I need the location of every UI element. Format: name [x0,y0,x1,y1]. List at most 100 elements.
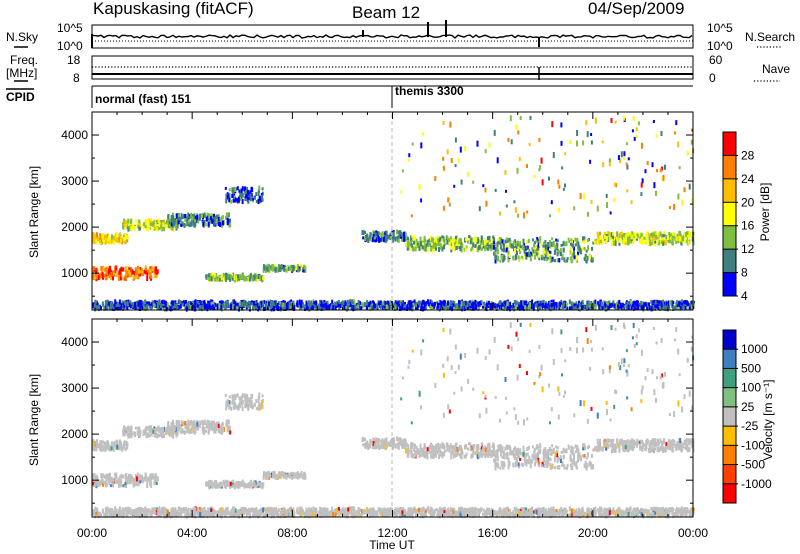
power-echo-cell [477,301,480,307]
power-echo-cell [623,237,626,243]
velocity-echo-cell [203,419,206,425]
power-echo-cell [357,304,360,309]
power-echo-cell [676,304,679,308]
power-echo-cell [99,274,102,279]
power-echo-cell [423,243,426,248]
power-echo-cell [617,304,620,308]
power-echo-cell [146,276,149,281]
power-echo-cell [301,302,304,306]
velocity-echo-cell [206,419,209,425]
power-echo-cell [355,303,358,307]
power-echo-cell [181,303,184,307]
power-echo-cell [194,219,197,223]
velocity-echo-cell [241,406,244,411]
power-echo-cell [328,305,331,308]
power-echo-cell [509,301,512,307]
power-echo-cell [169,218,172,223]
power-echo-cell [620,151,623,158]
velocity-echo-cell [225,482,228,487]
power-echo-cell [249,193,252,199]
velocity-echo-cell [92,439,95,445]
power-echo-cell [554,244,557,249]
power-echo-cell [369,232,372,237]
velocity-echo-cell [144,474,147,478]
power-echo-cell [253,196,256,200]
power-echo-cell [450,245,453,250]
velocity-echo-cell [267,470,270,476]
power-echo-cell [559,248,562,253]
power-echo-cell [238,306,240,312]
power-echo-cell [515,300,518,304]
power-echo-cell [122,277,125,281]
power-echo-cell [460,301,463,307]
velocity-echo-cell [101,445,104,450]
power-echo-cell [352,299,355,305]
power-echo-cell [656,239,659,245]
power-echo-cell [196,214,199,220]
power-echo-cell [539,165,542,170]
power-echo-cell [475,307,477,311]
power-echo-cell [137,301,140,307]
velocity-echo-cell [102,473,105,478]
power-echo-cell [575,301,578,306]
velocity-echo-cell [252,481,255,487]
power-echo-cell [526,210,529,214]
power-echo-cell [471,302,474,307]
power-echo-cell [424,301,427,305]
power-echo-cell [669,235,672,241]
power-echo-cell [263,307,266,311]
power-echo-cell [420,142,423,149]
power-echo-cell [438,247,440,253]
power-echo-cell [495,255,498,261]
power-echo-cell [649,235,652,240]
power-echo-cell [626,301,629,305]
power-echo-cell [486,300,489,304]
power-echo-cell [556,258,559,263]
power-echo-cell [92,304,95,309]
power-echo-cell [119,268,122,272]
velocity-echo-cell [304,474,307,480]
freq-label-line2: [MHz] [6,66,37,80]
power-echo-cell [386,304,388,309]
power-echo-cell [488,235,491,240]
power-echo-cell [665,307,668,312]
power-echo-cell [105,275,108,280]
power-echo-cell [384,300,387,305]
power-echo-cell [188,306,191,311]
power-echo-cell [324,307,327,311]
power-echo-cell [177,213,180,219]
power-echo-cell [525,246,528,250]
power-echo-cell [688,306,691,310]
power-echo-cell [231,187,234,193]
power-echo-cell [431,302,434,307]
power-echo-cell [126,305,129,310]
velocity-echo-cell [303,471,306,477]
velocity-echo-cell [260,405,263,409]
power-echo-cell [643,302,646,308]
power-echo-cell [136,265,139,271]
power-echo-cell [679,237,682,242]
power-echo-cell [244,196,247,201]
power-echo-cell [638,302,641,307]
power-echo-cell [485,307,487,311]
power-echo-cell [548,301,551,307]
power-echo-cell [632,240,634,245]
power-echo-cell [139,270,142,275]
nsky-trace [91,20,693,48]
power-echo-cell [522,303,524,307]
power-echo-cell [357,299,360,305]
power-echo-cell [580,305,583,311]
velocity-echo-cell [213,485,216,489]
power-echo-cell [672,306,675,311]
velocity-echo-cell [118,445,121,449]
power-echo-cell [437,235,440,239]
velocity-echo-cell [151,473,154,479]
power-echo-cell [226,194,229,199]
power-echo-cell [678,240,681,244]
power-echo-cell [373,231,376,235]
power-echo-cell [538,306,540,310]
velocity-echo-cell [156,476,159,482]
power-echo-cell [639,238,642,244]
power-echo-cell [165,306,168,312]
power-echo-cell [550,200,553,205]
